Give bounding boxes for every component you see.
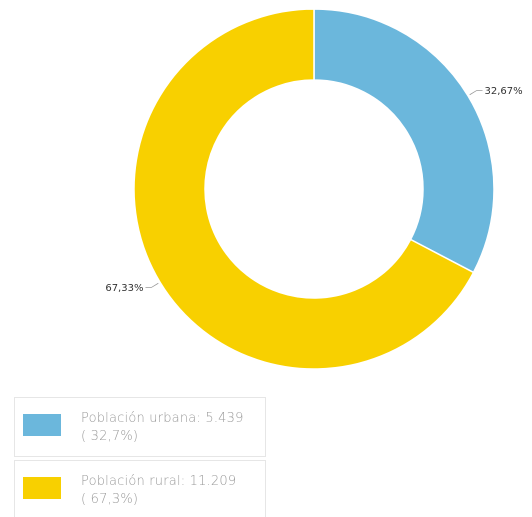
legend-label-rural: Población rural: 11.209 (81, 474, 237, 489)
leader-line-rural (145, 282, 159, 288)
legend: Población urbana: 5.439 ( 32,7%) Poblaci… (14, 397, 266, 517)
donut-slice-urban[interactable] (313, 8, 495, 274)
leader-line-urban (469, 90, 483, 96)
legend-label-urban: Población urbana: 5.439 (81, 411, 244, 426)
legend-swatch-rural (23, 477, 61, 499)
legend-swatch-urban (23, 414, 61, 436)
legend-item-urban[interactable]: Población urbana: 5.439 ( 32,7%) (14, 397, 266, 457)
legend-percent-urban: ( 32,7%) (81, 429, 139, 444)
donut-chart: 32,67% 67,33% (105, 8, 523, 370)
donut-chart-svg: 32,67% 67,33% (105, 8, 523, 370)
legend-percent-rural: ( 67,3%) (81, 492, 139, 507)
legend-text-urban: Población urbana: 5.439 ( 32,7%) (81, 410, 261, 446)
legend-text-rural: Población rural: 11.209 ( 67,3%) (81, 473, 261, 509)
data-label-urban: 32,67% (485, 86, 523, 97)
data-label-rural: 67,33% (105, 283, 143, 294)
donut-slice-rural[interactable] (133, 8, 475, 370)
legend-item-rural[interactable]: Población rural: 11.209 ( 67,3%) (14, 460, 266, 517)
